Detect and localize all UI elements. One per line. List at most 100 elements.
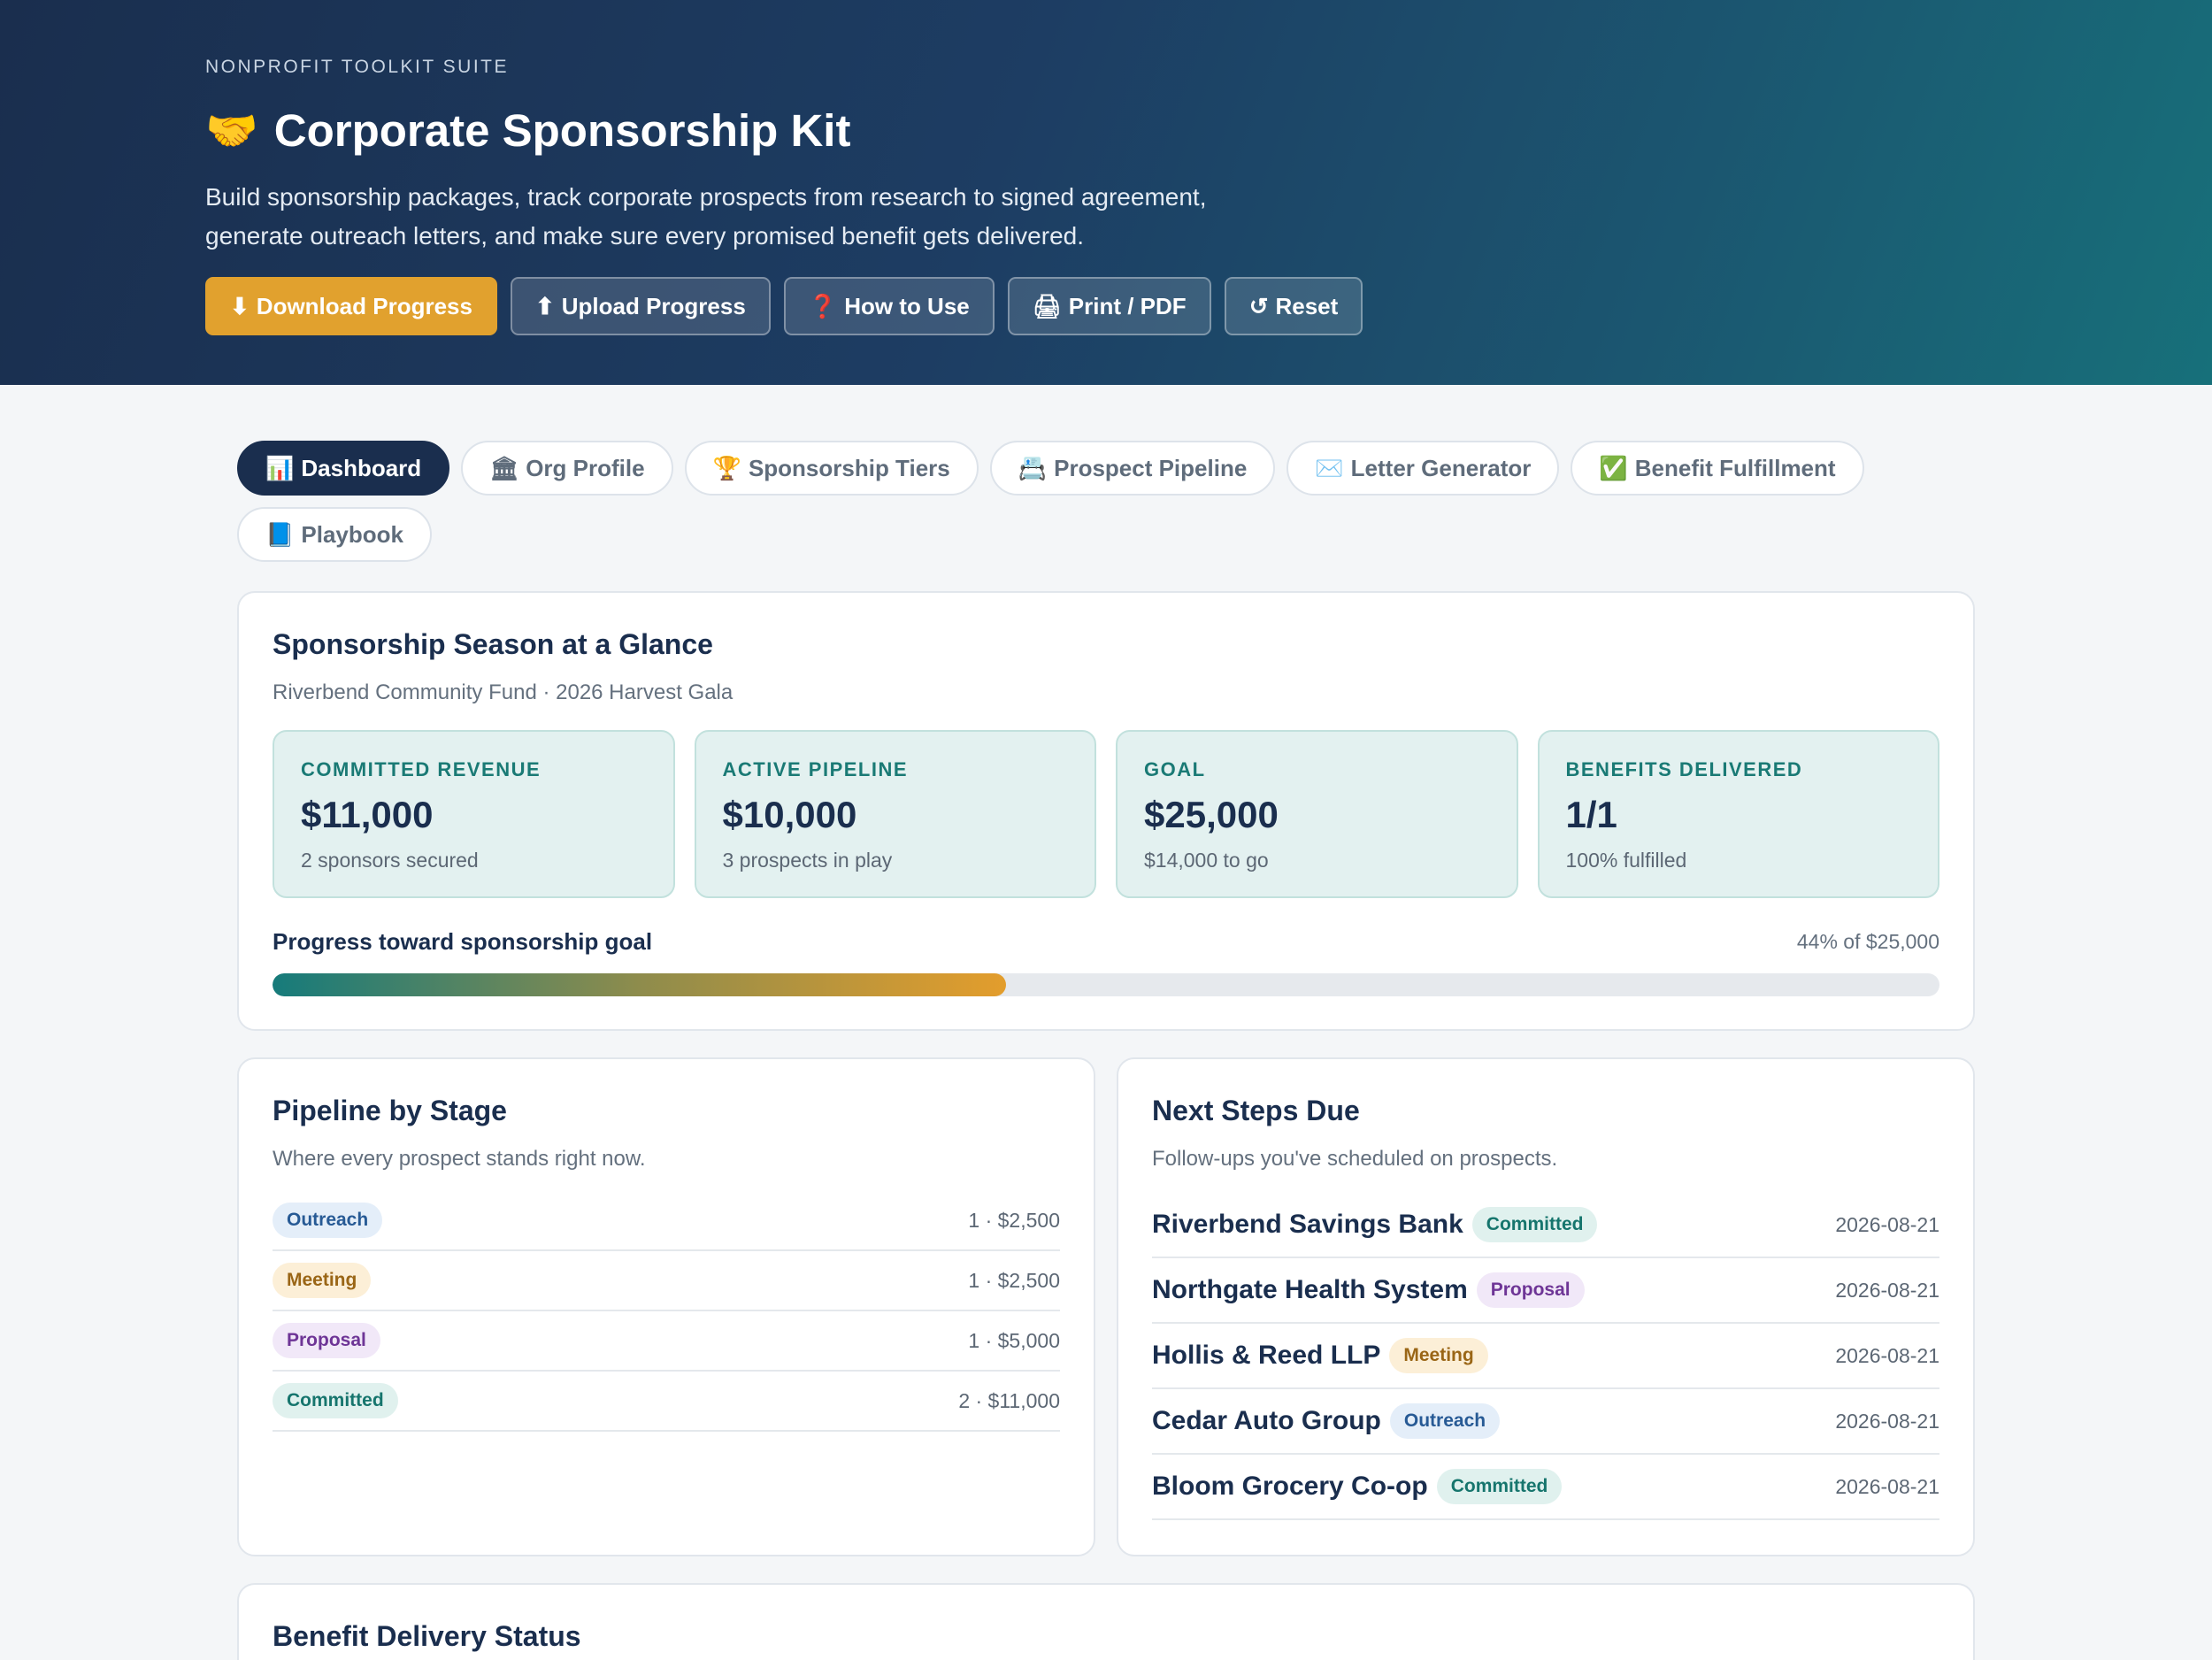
next-steps-list: Riverbend Savings Bank Committed 2026-08… xyxy=(1152,1193,1939,1520)
stage-badge: Proposal xyxy=(273,1323,380,1358)
tab-org-profile[interactable]: 🏛 Org Profile xyxy=(461,441,673,496)
download-progress-button[interactable]: ⬇ Download Progress xyxy=(205,277,497,335)
kpi-value: 1/1 xyxy=(1565,794,1617,835)
stage-badge: Outreach xyxy=(1389,1403,1501,1439)
list-item: Bloom Grocery Co-op Committed 2026-08-21 xyxy=(1152,1455,1939,1520)
kpi-benefits-delivered: BENEFITS DELIVERED 1/1 100% fulfilled xyxy=(1537,730,1939,898)
list-item: Outreach 1 · $2,500 xyxy=(273,1191,1060,1251)
progress-label: Progress toward sponsorship goal xyxy=(273,928,653,955)
progress-bar xyxy=(273,973,1939,996)
check-icon: ✅ xyxy=(1599,454,1628,481)
due-date: 2026-08-21 xyxy=(1835,1474,1939,1498)
progress-header: Progress toward sponsorship goal 44% of … xyxy=(273,928,1939,956)
prospect-info: Riverbend Savings Bank Committed xyxy=(1152,1207,1598,1242)
card-index-icon: 📇 xyxy=(1018,454,1048,481)
prospect-name: Northgate Health System xyxy=(1152,1275,1468,1304)
dashboard-row: Pipeline by Stage Where every prospect s… xyxy=(237,1057,1975,1556)
tab-sponsorship-tiers[interactable]: 🏆 Sponsorship Tiers xyxy=(684,441,979,496)
prospect-name: Bloom Grocery Co-op xyxy=(1152,1472,1428,1501)
reset-button[interactable]: ↺ Reset xyxy=(1224,277,1363,335)
kpi-note: $14,000 to go xyxy=(1144,849,1269,872)
next-steps-title: Next Steps Due xyxy=(1152,1095,1360,1126)
season-glance-card: Sponsorship Season at a Glance Riverbend… xyxy=(237,591,1975,1031)
upload-progress-button[interactable]: ⬆ Upload Progress xyxy=(510,277,771,335)
tab-dashboard[interactable]: 📊 Dashboard xyxy=(237,441,450,496)
stage-count: 1 · $2,500 xyxy=(968,1268,1060,1292)
stage-count: 1 · $2,500 xyxy=(968,1208,1060,1232)
tab-label: Prospect Pipeline xyxy=(1054,454,1248,481)
download-progress-label: Download Progress xyxy=(256,292,472,319)
list-item: Meeting 1 · $2,500 xyxy=(273,1251,1060,1311)
header-actions: ⬇ Download Progress ⬆ Upload Progress ❓ … xyxy=(205,277,2007,335)
list-item: Northgate Health System Proposal 2026-08… xyxy=(1152,1258,1939,1324)
page-description: Build sponsorship packages, track corpor… xyxy=(205,183,1207,250)
main-content: 📊 Dashboard 🏛 Org Profile 🏆 Sponsorship … xyxy=(0,385,2212,1660)
suite-label: NONPROFIT TOOLKIT SUITE xyxy=(205,57,509,77)
print-pdf-label: Print / PDF xyxy=(1068,292,1187,319)
list-item: Proposal 1 · $5,000 xyxy=(273,1311,1060,1372)
prospect-info: Bloom Grocery Co-op Committed xyxy=(1152,1469,1563,1504)
printer-icon: 🖨 xyxy=(1032,292,1062,319)
due-date: 2026-08-21 xyxy=(1835,1212,1939,1236)
stage-count: 1 · $5,000 xyxy=(968,1328,1060,1352)
progress-bar-fill xyxy=(273,973,1006,996)
prospect-info: Northgate Health System Proposal xyxy=(1152,1272,1585,1308)
kpi-value: $25,000 xyxy=(1144,794,1279,835)
pipeline-subtitle: Where every prospect stands right now. xyxy=(273,1147,646,1171)
prospect-info: Cedar Auto Group Outreach xyxy=(1152,1403,1501,1439)
stage-list: Outreach 1 · $2,500 Meeting 1 · $2,500 P… xyxy=(273,1191,1060,1432)
list-item: Hollis & Reed LLP Meeting 2026-08-21 xyxy=(1152,1324,1939,1389)
envelope-icon: ✉️ xyxy=(1315,454,1344,481)
tab-bar: 📊 Dashboard 🏛 Org Profile 🏆 Sponsorship … xyxy=(237,385,1918,562)
due-date: 2026-08-21 xyxy=(1835,1343,1939,1367)
how-to-use-button[interactable]: ❓ How to Use xyxy=(783,277,995,335)
kpi-value: $11,000 xyxy=(301,794,434,835)
glance-title: Sponsorship Season at a Glance xyxy=(273,628,713,660)
next-steps-subtitle: Follow-ups you've scheduled on prospects… xyxy=(1152,1147,1558,1171)
kpi-note: 3 prospects in play xyxy=(722,849,893,872)
tab-label: Sponsorship Tiers xyxy=(748,454,950,481)
glance-subtitle: Riverbend Community Fund · 2026 Harvest … xyxy=(273,680,733,704)
stage-badge: Committed xyxy=(1436,1469,1563,1504)
next-steps-card: Next Steps Due Follow-ups you've schedul… xyxy=(1117,1057,1975,1556)
question-icon: ❓ xyxy=(808,292,838,319)
stage-badge: Committed xyxy=(273,1383,398,1418)
tab-prospect-pipeline[interactable]: 📇 Prospect Pipeline xyxy=(989,441,1276,496)
stage-badge: Proposal xyxy=(1476,1272,1585,1308)
kpi-row: COMMITTED REVENUE $11,000 2 sponsors sec… xyxy=(273,730,1939,898)
page-title: 🤝 Corporate Sponsorship Kit xyxy=(205,104,2007,157)
kpi-active-pipeline: ACTIVE PIPELINE $10,000 3 prospects in p… xyxy=(694,730,1096,898)
pipeline-by-stage-card: Pipeline by Stage Where every prospect s… xyxy=(237,1057,1095,1556)
print-pdf-button[interactable]: 🖨 Print / PDF xyxy=(1007,277,1211,335)
page-title-text: Corporate Sponsorship Kit xyxy=(273,105,851,156)
tab-letter-generator[interactable]: ✉️ Letter Generator xyxy=(1286,441,1560,496)
stage-badge: Meeting xyxy=(273,1263,372,1298)
stage-count: 2 · $11,000 xyxy=(958,1388,1060,1412)
hero-header: NONPROFIT TOOLKIT SUITE 🤝 Corporate Spon… xyxy=(0,0,2212,385)
upload-icon: ⬆ xyxy=(534,292,555,319)
prospect-name: Hollis & Reed LLP xyxy=(1152,1341,1381,1370)
trophy-icon: 🏆 xyxy=(712,454,741,481)
stage-badge: Outreach xyxy=(273,1203,383,1238)
due-date: 2026-08-21 xyxy=(1835,1278,1939,1302)
building-icon: 🏛 xyxy=(489,454,519,481)
due-date: 2026-08-21 xyxy=(1835,1409,1939,1433)
prospect-name: Cedar Auto Group xyxy=(1152,1406,1381,1435)
prospect-info: Hollis & Reed LLP Meeting xyxy=(1152,1338,1488,1373)
how-to-use-label: How to Use xyxy=(844,292,970,319)
kpi-goal: GOAL $25,000 $14,000 to go xyxy=(1116,730,1518,898)
kpi-label: COMMITTED REVENUE xyxy=(301,758,541,780)
kpi-label: GOAL xyxy=(1144,758,1206,780)
tab-playbook[interactable]: 📘 Playbook xyxy=(237,507,432,562)
tab-label: Org Profile xyxy=(526,454,645,481)
reset-icon: ↺ xyxy=(1248,292,1269,319)
tab-benefit-fulfillment[interactable]: ✅ Benefit Fulfillment xyxy=(1571,441,1864,496)
benefit-delivery-title: Benefit Delivery Status xyxy=(273,1620,581,1652)
benefit-delivery-card: Benefit Delivery Status xyxy=(237,1583,1975,1660)
tab-label: Dashboard xyxy=(301,454,422,481)
chart-icon: 📊 xyxy=(265,454,295,481)
kpi-value: $10,000 xyxy=(722,794,857,835)
list-item: Committed 2 · $11,000 xyxy=(273,1372,1060,1432)
progress-text: 44% of $25,000 xyxy=(1796,930,1939,953)
download-icon: ⬇ xyxy=(230,292,250,319)
